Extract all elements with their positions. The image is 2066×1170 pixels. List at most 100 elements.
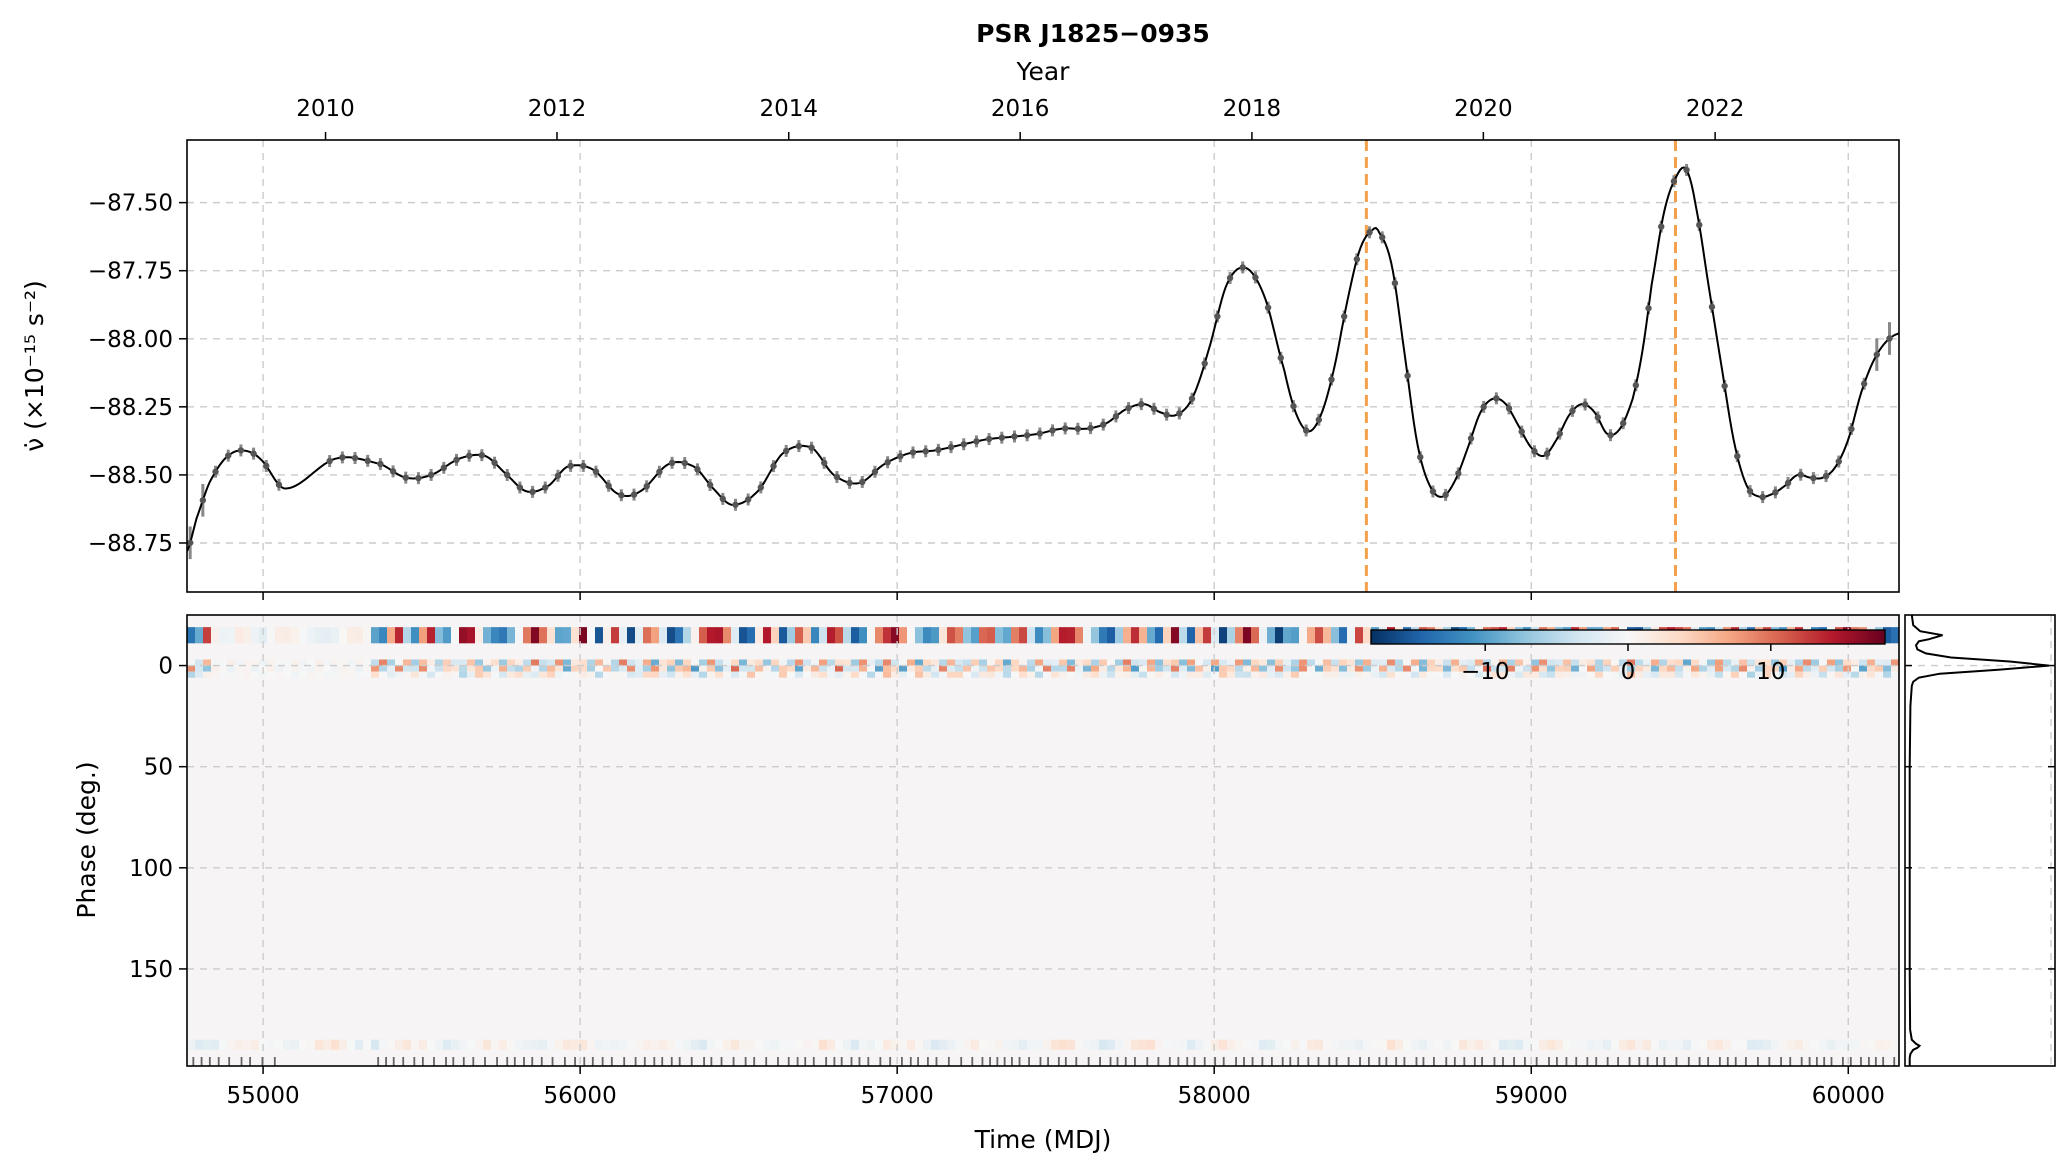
heat-cell	[579, 671, 587, 678]
heat-cell	[1891, 665, 1899, 672]
heat-cell	[859, 627, 867, 644]
heat-cell	[1379, 1039, 1387, 1050]
data-point	[1340, 313, 1348, 320]
data-point	[1226, 274, 1234, 282]
heat-cell	[883, 627, 891, 644]
heat-cell	[1827, 671, 1835, 678]
top-axis-label: Year	[1016, 57, 1071, 86]
heat-cell	[1459, 1039, 1467, 1050]
heat-cell	[611, 1039, 619, 1050]
heat-cell	[795, 665, 803, 672]
heat-cell	[1315, 665, 1323, 672]
heat-cell	[1411, 1039, 1419, 1050]
heat-cell	[851, 659, 859, 666]
heat-ytick-label: 0	[158, 654, 173, 680]
heat-cell	[1539, 665, 1547, 672]
data-point	[1049, 427, 1056, 434]
heat-cell	[1051, 659, 1059, 666]
heat-cell	[499, 671, 507, 678]
glitch-markers	[1364, 140, 1677, 592]
heat-cell	[923, 627, 931, 644]
heat-cell	[1659, 659, 1667, 666]
heat-cell	[1227, 665, 1235, 672]
heat-cell	[635, 659, 643, 666]
heat-cell	[627, 665, 635, 672]
heat-cell	[555, 659, 563, 666]
heat-cell	[715, 1039, 723, 1050]
heat-cell	[1835, 1039, 1843, 1050]
heat-cell	[1507, 671, 1515, 678]
heat-cell	[1035, 671, 1043, 678]
heat-cell	[1843, 665, 1851, 672]
heat-cell	[1691, 659, 1699, 666]
data-point	[1467, 435, 1475, 442]
heat-cell	[563, 665, 571, 672]
heat-cell	[755, 665, 763, 672]
heat-cell	[1467, 659, 1475, 666]
heat-cell	[323, 659, 331, 666]
heat-cell	[1219, 671, 1227, 678]
heat-cell	[987, 659, 995, 666]
heat-cell	[1243, 627, 1251, 644]
heat-cell	[1683, 671, 1691, 678]
heat-cell	[755, 659, 763, 666]
heat-cell	[1003, 671, 1011, 678]
heat-cell	[755, 671, 763, 678]
heat-cell	[499, 1039, 507, 1050]
heat-cell	[1059, 659, 1067, 666]
data-points	[187, 166, 1893, 546]
heat-cell	[619, 627, 627, 644]
heat-cell	[299, 659, 307, 666]
heat-cell	[555, 1039, 563, 1050]
heat-cell	[475, 671, 483, 678]
heat-cell	[907, 665, 915, 672]
heat-cell	[1419, 671, 1427, 678]
data-point	[567, 462, 574, 470]
heat-cell	[1163, 627, 1171, 644]
heat-cell	[747, 659, 755, 666]
heat-cell	[243, 671, 251, 678]
data-point	[1112, 413, 1120, 420]
heat-cell	[299, 665, 307, 672]
heat-cell	[1331, 627, 1339, 644]
heat-cell	[1187, 659, 1195, 666]
heat-cell	[1299, 665, 1307, 672]
heat-cell	[979, 665, 987, 672]
data-point	[389, 468, 397, 475]
colorbar-tick-label: 0	[1621, 659, 1636, 685]
heat-cell	[211, 665, 219, 672]
heat-cell	[1307, 1039, 1315, 1050]
heat-cell	[523, 627, 531, 644]
heat-cell	[1139, 627, 1147, 644]
colorbar: −10 0 10	[1370, 629, 1886, 685]
heat-cell	[699, 665, 707, 672]
heat-cell	[659, 627, 667, 644]
heat-cell	[467, 659, 475, 666]
heat-cell	[715, 627, 723, 644]
heat-cell	[955, 671, 963, 678]
heat-cell	[667, 665, 675, 672]
heat-cell	[1163, 1039, 1171, 1050]
heat-cell	[483, 671, 491, 678]
heat-cell	[515, 659, 523, 666]
heat-cell	[1187, 627, 1195, 644]
heat-cell	[1219, 627, 1227, 644]
data-point	[960, 441, 967, 448]
heat-cell	[1147, 627, 1155, 644]
heat-cell	[747, 1039, 755, 1050]
data-point	[1442, 491, 1449, 499]
heat-cell	[499, 627, 507, 644]
data-point	[1734, 452, 1741, 460]
heat-cell	[723, 659, 731, 666]
heat-cell	[595, 1039, 603, 1050]
heat-cell	[1315, 1039, 1323, 1050]
heat-cell	[587, 659, 595, 666]
heat-cell	[683, 659, 691, 666]
heat-cell	[195, 665, 203, 672]
heat-cell	[515, 627, 523, 644]
heat-cell	[811, 1039, 819, 1050]
heat-cell	[963, 627, 971, 644]
heat-cell	[1459, 665, 1467, 672]
heat-cell	[963, 671, 971, 678]
heatmap-y-ticks: 0 50 100 150	[129, 654, 187, 983]
